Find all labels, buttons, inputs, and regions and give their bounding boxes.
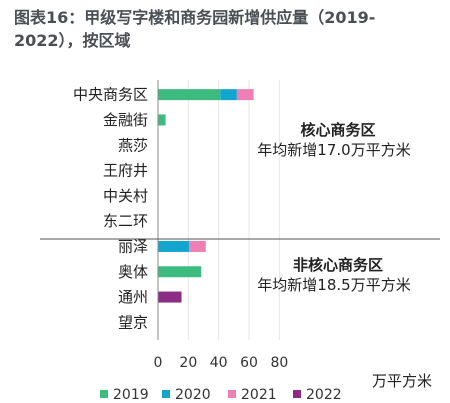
non-core-group-note: 年均新增18.5万平方米 [257, 276, 410, 294]
category-label-6: 丽泽 [118, 237, 148, 255]
core-group-label: 核心商务区 [300, 121, 375, 139]
legend-swatch-0 [100, 390, 108, 398]
x-tick-label-2: 40 [210, 355, 228, 371]
x-tick-label-4: 80 [270, 355, 288, 371]
category-label-9: 望京 [118, 313, 148, 331]
core-group-note: 年均新增17.0万平方米 [257, 141, 410, 159]
bar-7-series-0 [158, 266, 202, 278]
legend-swatch-3 [293, 390, 301, 398]
legend-swatch-2 [228, 390, 236, 398]
x-tick-label-0: 0 [154, 355, 163, 371]
category-label-2: 燕莎 [118, 136, 148, 154]
bars [158, 89, 254, 303]
category-label-0: 中央商务区 [73, 86, 148, 104]
bar-0-series-0 [158, 89, 221, 101]
category-label-4: 中关村 [103, 187, 148, 205]
chart-title: 图表16：甲级写字楼和商务园新增供应量（2019- 2022），按区域 [14, 6, 444, 52]
bar-1-series-0 [158, 114, 166, 126]
bar-8-series-3 [158, 291, 182, 303]
x-tick-label-3: 60 [240, 355, 258, 371]
category-label-7: 奥体 [118, 263, 148, 281]
non-core-group-label: 非核心商务区 [293, 256, 383, 274]
legend-label-1: 2020 [175, 387, 211, 403]
x-tick-labels: 0 20 40 60 80 [154, 355, 289, 371]
x-axis-unit: 万平方米 [372, 372, 432, 390]
category-label-8: 通州 [118, 288, 148, 306]
category-label-1: 金融街 [103, 111, 148, 129]
bar-6-series-2 [189, 240, 206, 252]
category-label-3: 王府井 [103, 162, 148, 180]
legend-label-2: 2021 [241, 387, 277, 403]
bar-6-series-1 [158, 240, 190, 252]
legend: 2019 2020 2021 2022 [100, 387, 342, 403]
bar-0-series-1 [220, 89, 237, 101]
bar-0-series-2 [236, 89, 254, 101]
legend-swatch-1 [162, 390, 170, 398]
chart-title-line-2: 2022），按区域 [14, 31, 131, 50]
category-label-5: 东二环 [103, 212, 148, 230]
grid-lines [187, 80, 280, 340]
legend-label-0: 2019 [113, 387, 149, 403]
x-tick-label-1: 20 [179, 355, 197, 371]
legend-label-3: 2022 [306, 387, 342, 403]
chart-title-line-1: 图表16：甲级写字楼和商务园新增供应量（2019- [14, 8, 376, 27]
